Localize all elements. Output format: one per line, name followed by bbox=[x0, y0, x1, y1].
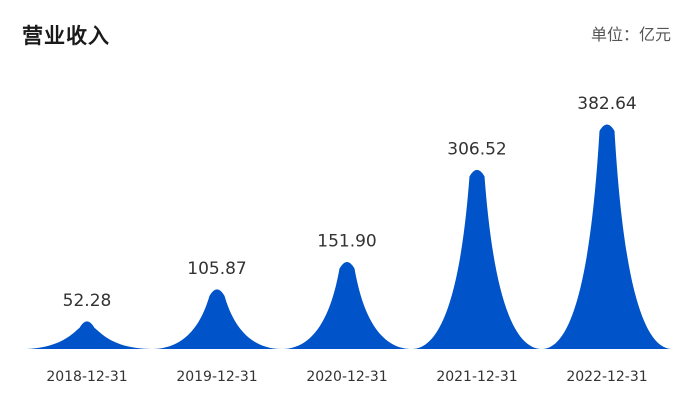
x-tick-label: 2020-12-31 bbox=[306, 369, 387, 385]
value-labels: 52.28 105.87 151.90 306.52 382.64 bbox=[63, 94, 637, 311]
x-tick-label: 2021-12-31 bbox=[436, 369, 517, 385]
bar-2021-12-31 bbox=[412, 169, 542, 349]
value-label: 306.52 bbox=[447, 139, 506, 159]
unit-label: 单位：亿元 bbox=[590, 25, 671, 44]
bar-2022-12-31 bbox=[542, 124, 672, 349]
value-label: 105.87 bbox=[187, 259, 246, 279]
x-tick-label: 2019-12-31 bbox=[176, 369, 257, 385]
bar-2019-12-31 bbox=[152, 289, 282, 349]
chart-title: 营业收入 bbox=[22, 24, 110, 48]
chart-marks bbox=[22, 124, 672, 349]
x-axis-tick-labels: 2018-12-31 2019-12-31 2020-12-31 2021-12-31… bbox=[46, 369, 647, 385]
bar-2018-12-31 bbox=[22, 321, 152, 349]
x-tick-label: 2018-12-31 bbox=[46, 369, 127, 385]
value-label: 151.90 bbox=[317, 231, 376, 251]
bar-2020-12-31 bbox=[282, 261, 412, 349]
value-label: 52.28 bbox=[63, 291, 112, 311]
value-label: 382.64 bbox=[577, 94, 636, 114]
x-tick-label: 2022-12-31 bbox=[566, 369, 647, 385]
